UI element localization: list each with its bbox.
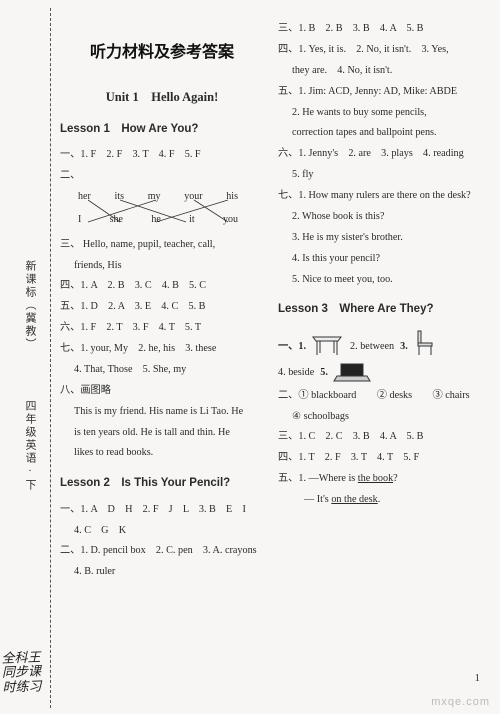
l2-q4a: 四、1. Yes, it is. 2. No, it isn't. 3. Yes… <box>278 41 482 60</box>
cross-bot-3: it <box>189 211 195 230</box>
l3-q5b-ul: on the desk <box>331 494 377 505</box>
l1-q4: 四、1. A 2. B 3. C 4. B 5. C <box>60 277 264 296</box>
l3-q1-2-label: 2. between <box>350 338 394 357</box>
l2-q7c: 3. He is my sister's brother. <box>278 229 482 248</box>
l3-q1-5-label: 5. <box>320 364 328 383</box>
watermark: mxqe.com <box>431 696 490 708</box>
cross-bot-1: she <box>110 211 123 230</box>
l1-q1: 一、1. F 2. F 3. T 4. F 5. F <box>60 146 264 165</box>
laptop-icon <box>332 361 372 383</box>
l1-q8d: likes to read books. <box>60 444 264 463</box>
l3-q2b: ④ schoolbags <box>278 408 482 427</box>
l2-q1a: 一、1. A D H 2. F J L 3. B E I <box>60 501 264 520</box>
lesson-3-heading: Lesson 3 Where Are They? <box>278 299 482 320</box>
page-title: 听力材料及参考答案 <box>60 38 264 68</box>
l2-q2b: 4. B. ruler <box>60 563 264 582</box>
l2-q2a: 二、1. D. pencil box 2. C. pen 3. A. crayo… <box>60 542 264 561</box>
l1-q7a: 七、1. your, My 2. he, his 3. these <box>60 340 264 359</box>
l1-q2-lead: 二、 <box>60 167 264 186</box>
l3-q2a: 二、① blackboard ② desks ③ chairs <box>278 387 482 406</box>
column-right: 三、1. B 2. B 3. B 4. A 5. B 四、1. Yes, it … <box>278 20 482 684</box>
desk-icon <box>310 327 344 357</box>
l1-q5: 五、1. D 2. A 3. E 4. C 5. B <box>60 298 264 317</box>
l3-q5a-pre: 五、1. —Where is <box>278 473 358 484</box>
l2-q1b: 4. C G K <box>60 522 264 541</box>
l2-q7a: 七、1. How many rulers are there on the de… <box>278 187 482 206</box>
l2-q4b: they are. 4. No, it isn't. <box>278 62 482 81</box>
l1-q6: 六、1. F 2. T 3. F 4. T 5. T <box>60 319 264 338</box>
l1-q3a: 三、 Hello, name, pupil, teacher, call, <box>60 236 264 255</box>
column-left: 听力材料及参考答案 Unit 1 Hello Again! Lesson 1 H… <box>60 20 264 684</box>
l3-q5a-ul: the book <box>358 473 393 484</box>
l2-q6b: 5. fly <box>278 166 482 185</box>
cross-bot-4: you <box>223 211 238 230</box>
l2-q7b: 2. Whose book is this? <box>278 208 482 227</box>
l3-q1-icons: 一、1. 2. between 3. <box>278 327 482 357</box>
spine-label-2: 四年级英语·下 <box>22 400 38 492</box>
lesson-1-heading: Lesson 1 How Are You? <box>60 119 264 140</box>
spine-divider <box>50 8 51 708</box>
unit-title: Unit 1 Hello Again! <box>60 86 264 109</box>
l3-q5b-tail: . <box>378 494 381 505</box>
l2-q5a: 五、1. Jim: ACD, Jenny: AD, Mike: ABDE <box>278 83 482 102</box>
cross-bot-2: he <box>151 211 160 230</box>
chair-icon <box>412 327 440 357</box>
spine-region: 新课标（冀教） 四年级英语·下 全科王 同步课时练习 <box>0 0 52 714</box>
l3-q3: 三、1. C 2. C 3. B 4. A 5. B <box>278 428 482 447</box>
cross-bot-0: I <box>78 211 81 230</box>
l2-q5c: correction tapes and ballpoint pens. <box>278 124 482 143</box>
l3-q1-3-label: 3. <box>400 338 408 357</box>
l3-q4: 四、1. T 2. F 3. T 4. T 5. F <box>278 449 482 468</box>
l2-q7d: 4. Is this your pencil? <box>278 250 482 269</box>
l3-q5a: 五、1. —Where is the book? <box>278 470 482 489</box>
l1-q8b: This is my friend. His name is Li Tao. H… <box>60 403 264 422</box>
l1-q8a: 八、画图略 <box>60 382 264 401</box>
page-number: 1 <box>475 672 481 684</box>
l2-q7e: 5. Nice to meet you, too. <box>278 271 482 290</box>
l3-q5b: — It's on the desk. <box>278 491 482 510</box>
brand-logo: 全科王 同步课时练习 <box>1 650 44 694</box>
worksheet-answer-page: 新课标（冀教） 四年级英语·下 全科王 同步课时练习 听力材料及参考答案 Uni… <box>0 0 500 714</box>
l3-q1-4-label: 4. beside <box>278 364 314 383</box>
l1-q8c: is ten years old. He is tall and thin. H… <box>60 424 264 443</box>
l3-q1-1-label: 一、1. <box>278 338 306 357</box>
l3-q5a-tail: ? <box>393 473 398 484</box>
l2-q3: 三、1. B 2. B 3. B 4. A 5. B <box>278 20 482 39</box>
l1-q7b: 4. That, Those 5. She, my <box>60 361 264 380</box>
spine-label-1: 新课标（冀教） <box>22 260 38 351</box>
l1-q2-cross-diagram: her its my your his I <box>78 188 238 230</box>
l1-q3b: friends, His <box>60 257 264 276</box>
l3-q1-icons-2: 4. beside 5. <box>278 361 482 383</box>
l2-q5b: 2. He wants to buy some pencils, <box>278 104 482 123</box>
l3-q5b-pre: — It's <box>304 494 331 505</box>
l2-q6a: 六、1. Jenny's 2. are 3. plays 4. reading <box>278 145 482 164</box>
lesson-2-heading: Lesson 2 Is This Your Pencil? <box>60 473 264 494</box>
